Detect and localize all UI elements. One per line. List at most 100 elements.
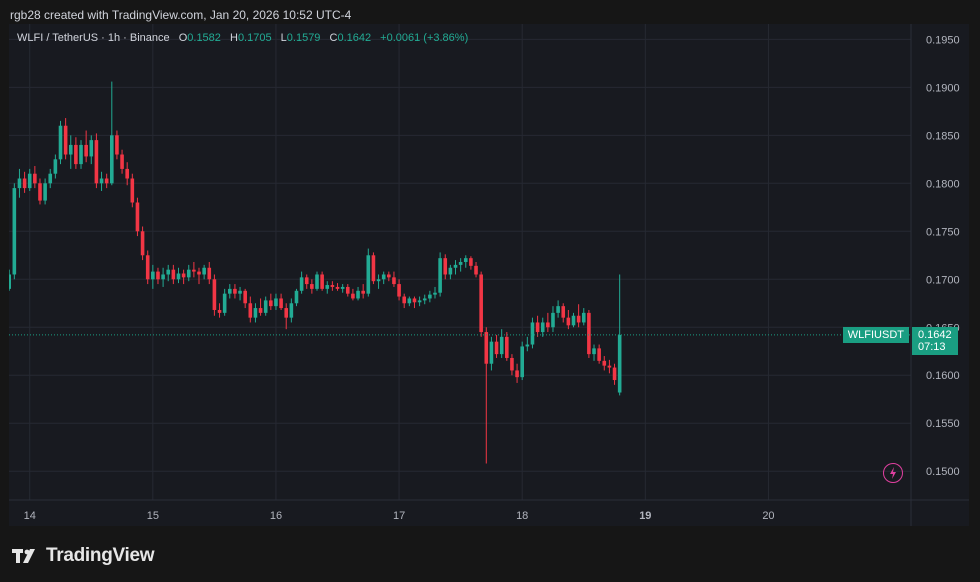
y-tick-label: 0.1950 [926,34,960,46]
candle-body [140,231,145,256]
candle-body [89,140,94,157]
current-price-label: 0.1642 07:13 [912,326,958,355]
legend-close-value: 0.1642 [337,32,372,44]
legend-change: +0.0061 (+3.86%) [380,32,469,44]
candle-body [74,144,78,165]
candle-body [68,144,73,155]
candle-body [561,306,566,318]
legend-open-value: 0.1582 [187,32,221,44]
candle-body [551,312,555,328]
legend-low-value: 0.1579 [286,32,321,44]
brand-name: TradingView [46,545,155,566]
x-tick-label: 15 [147,510,159,522]
candle-body [227,288,232,294]
candle-body [212,279,217,310]
lightning-glyph [890,467,896,479]
candle-body [263,300,268,313]
candle-body [530,322,535,345]
candle-body [27,173,32,189]
candle-body [479,274,483,333]
candle-body [433,292,437,295]
y-tick-label: 0.1800 [926,178,960,190]
candle-body [438,258,442,293]
tradingview-logo-icon [12,549,35,563]
candle-body [279,298,283,309]
candle-body [43,183,47,201]
candle-body [402,296,407,304]
candle-body [130,178,135,203]
candle-body [510,357,514,371]
candle-body [366,255,371,294]
legend-high-label: H [229,32,238,44]
candle-body [356,290,360,299]
candle-body [274,298,278,307]
candle-body [248,303,253,318]
x-tick-label: 19 [639,510,651,522]
candle-body [351,293,355,299]
x-tick-label: 14 [24,510,36,522]
candle-body [422,298,427,301]
candle-body [571,315,576,326]
candlestick-chart[interactable]: 0.1950 0.1900 0.1850 0.1800 0.1750 0.1700 0.16… [9,24,969,526]
tradingview-logo[interactable]: TradingView [12,545,155,567]
candle-body [110,135,114,184]
legend-low-label: L [280,32,287,44]
candle-body [238,290,242,294]
candle-body [79,144,83,165]
candle-body [397,284,401,297]
candle-body [607,365,612,368]
candle-body [556,306,560,313]
candle-body [304,277,309,285]
candle-body [469,258,473,266]
candle-body [505,336,509,358]
candle-body [115,135,119,155]
lightning-icon[interactable] [883,463,903,483]
candle-body [9,274,11,289]
candle-body [458,262,463,265]
candle-body [587,312,591,355]
candle-body [494,341,499,355]
candle-body [310,284,314,289]
legend-symbol: WLFI / TetherUS · 1h · Binance [17,32,170,44]
candle-body [448,267,453,275]
candle-body [192,269,196,272]
ohlc-legend: WLFI / TetherUS · 1h · Binance O0.1582 H… [17,32,468,44]
candle-body [387,274,391,278]
candle-body [253,308,258,318]
x-tick-label: 17 [393,510,405,522]
candle-body [171,269,176,280]
candle-body [546,322,550,328]
chart-panel[interactable]: 0.1950 0.1900 0.1850 0.1800 0.1750 0.1700 0.16… [9,24,969,526]
candle-body [315,274,319,289]
candle-body [161,274,165,280]
candle-body [320,274,324,289]
candle-body [99,178,104,184]
legend-open-label: O [178,32,188,44]
candle-body [12,188,17,275]
candle-body [335,286,340,289]
candle-body [156,271,160,280]
candle-body [233,288,237,294]
candle-body [181,273,186,278]
y-tick-label: 0.1600 [926,370,960,382]
y-tick-label: 0.1700 [926,274,960,286]
candle-body [540,322,545,333]
candle-body [202,267,206,275]
candle-body [592,348,596,355]
candle-body [474,265,478,275]
candle-body [269,300,273,307]
candle-body [243,290,247,304]
candle-body [515,370,519,378]
candle-body [581,312,586,323]
candle-body [417,300,422,303]
candle-body [94,140,99,184]
candle-body [484,332,489,364]
y-tick-label: 0.1900 [926,82,960,94]
candle-body [289,303,294,318]
candle-body [186,269,191,278]
y-tick-label: 0.1750 [926,226,960,238]
candle-body [33,173,37,184]
candle-body [392,277,396,285]
bar-countdown: 07:13 [918,340,946,353]
candle-body [166,269,171,275]
